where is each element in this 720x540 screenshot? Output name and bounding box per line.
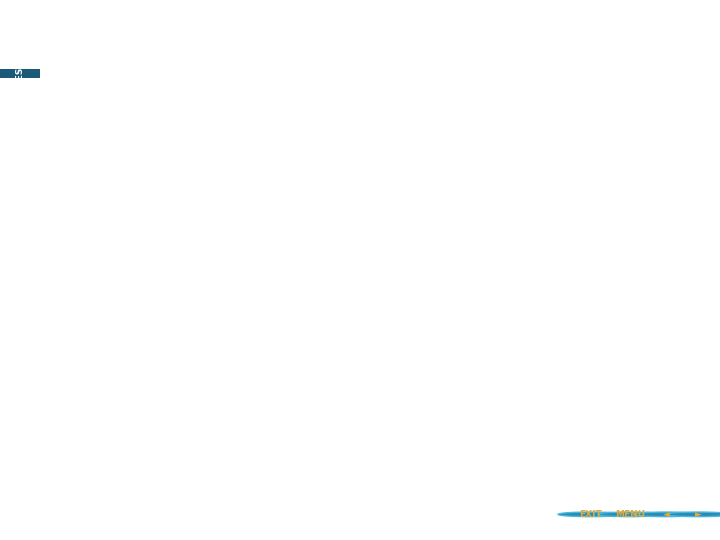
Text: C. Graph the first five terms of the sequence.: C. Graph the first five terms of the seq… (57, 136, 557, 155)
Text: Find the: Find the (213, 89, 297, 106)
Text: EXAMPLE 3: EXAMPLE 3 (71, 91, 158, 105)
Text: 2: 2 (81, 287, 90, 301)
Point (426, 420, 438, 428)
Text: 9(5) − 8: 9(5) − 8 (145, 406, 203, 420)
Bar (294, 314, 420, 354)
Bar (233, 195, 294, 234)
Text: $a_n$: $a_n$ (371, 125, 385, 138)
Text: O: O (369, 435, 380, 448)
Text: Answer:: Answer: (337, 173, 423, 192)
Text: 9(2) − 8: 9(2) − 8 (145, 287, 203, 301)
Bar (294, 393, 420, 433)
Bar (0, 69, 720, 78)
Circle shape (634, 512, 698, 517)
Bar (114, 234, 233, 274)
Text: (n, a_n): (n, a_n) (328, 208, 387, 222)
Text: n: n (81, 208, 91, 222)
Bar (294, 195, 420, 234)
Text: sequence is linear.: sequence is linear. (57, 470, 225, 485)
Bar (114, 195, 233, 234)
Bar (294, 354, 420, 393)
Bar (114, 393, 233, 433)
Bar (57, 393, 114, 433)
Text: 1: 1 (81, 247, 90, 261)
Text: (3, 19): (3, 19) (335, 327, 381, 341)
Bar (233, 393, 294, 433)
Text: 9(4) − 8: 9(4) − 8 (145, 367, 203, 380)
Bar (114, 274, 233, 314)
Text: 9(3) − 8: 9(3) − 8 (145, 327, 203, 341)
Circle shape (666, 512, 720, 517)
Text: 5: 5 (68, 13, 94, 47)
Bar (114, 314, 233, 354)
Bar (57, 195, 114, 234)
Text: (5, 37): (5, 37) (335, 406, 381, 420)
Text: 3: 3 (81, 327, 90, 341)
Text: (4, 28): (4, 28) (335, 367, 381, 380)
Bar (57, 274, 114, 314)
Text: 9n − 8: 9n − 8 (149, 208, 199, 222)
Text: (1, 1): (1, 1) (339, 247, 377, 261)
Text: ◄: ◄ (662, 510, 670, 519)
Point (520, 289, 531, 298)
Text: n: n (671, 435, 680, 449)
FancyBboxPatch shape (179, 79, 720, 118)
Point (473, 355, 485, 363)
Point (567, 225, 578, 233)
Bar (385, 135, 680, 446)
Bar (233, 354, 294, 393)
Bar (57, 354, 114, 393)
Bar (233, 234, 294, 274)
Bar (57, 314, 114, 354)
Point (613, 159, 625, 168)
FancyBboxPatch shape (36, 79, 193, 118)
Bar (294, 234, 420, 274)
Circle shape (598, 512, 662, 517)
Text: 9(1) − 8: 9(1) − 8 (145, 247, 203, 261)
Text: EXIT: EXIT (579, 510, 602, 519)
Text: The points fall on a line. The graph of an arithmetic: The points fall on a line. The graph of … (57, 444, 525, 460)
Text: Arithmetic Sequences as Linear Functions: Arithmetic Sequences as Linear Functions (104, 21, 516, 39)
Bar (57, 234, 114, 274)
Bar (233, 274, 294, 314)
Text: –: – (54, 16, 68, 44)
Text: 3: 3 (25, 13, 50, 47)
Bar (233, 314, 294, 354)
Text: n: n (290, 89, 302, 106)
Text: MENU: MENU (615, 510, 645, 519)
Text: 37: 37 (256, 406, 273, 420)
Text: 1: 1 (260, 247, 269, 261)
Bar (114, 354, 233, 393)
Text: 4: 4 (81, 367, 90, 380)
Text: th Term: th Term (302, 89, 373, 106)
Text: ►: ► (695, 510, 702, 519)
Circle shape (558, 512, 623, 517)
Text: 10: 10 (256, 287, 273, 301)
Text: (2, 10): (2, 10) (335, 287, 381, 301)
Text: 28: 28 (256, 367, 273, 380)
Text: LESSON: LESSON (15, 45, 24, 85)
Bar (294, 274, 420, 314)
Text: 5: 5 (81, 406, 90, 420)
Text: 19: 19 (256, 327, 273, 341)
Text: a_n: a_n (251, 208, 277, 222)
